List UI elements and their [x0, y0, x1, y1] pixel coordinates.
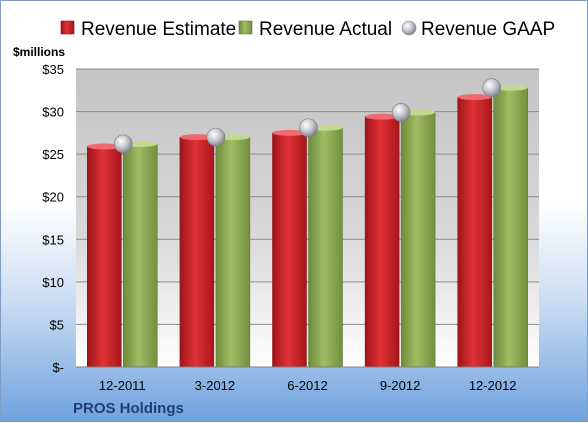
company-name: PROS Holdings [73, 400, 184, 417]
legend-label-revenue-actual: Revenue Actual [259, 19, 392, 40]
bar-revenue-estimate-cap [179, 134, 214, 141]
bar-revenue-actual [308, 127, 343, 368]
x-axis-ticks: 12-2011 3-2012 6-2012 9-2012 12-2012 [99, 378, 517, 393]
gaap-markers [114, 78, 502, 154]
y-tick-label: $25 [42, 147, 64, 162]
x-tick-label: 3-2012 [195, 378, 235, 393]
bar-revenue-actual [123, 143, 158, 368]
y-tick-label: $30 [42, 105, 64, 120]
legend-swatch-revenue-gaap [401, 20, 417, 36]
bar-revenue-estimate-cap [365, 113, 400, 120]
y-tick-label: $- [52, 360, 64, 375]
x-tick-label: 6-2012 [287, 378, 327, 393]
bar-revenue-actual-cap [493, 84, 528, 91]
legend-label-revenue-gaap: Revenue GAAP [421, 19, 555, 40]
legend-swatch-revenue-estimate [60, 20, 75, 35]
bar-revenue-estimate [457, 96, 492, 368]
legend-item-revenue-gaap: Revenue GAAP [401, 19, 555, 40]
marker-revenue-gaap [114, 134, 133, 154]
y-tick-label: $20 [42, 190, 64, 205]
y-tick-label: $5 [50, 317, 64, 332]
bar-revenue-estimate-cap [272, 129, 307, 136]
y-axis-unit-label: $millions [13, 45, 65, 59]
bars [87, 84, 528, 368]
x-tick-label: 12-2012 [469, 378, 517, 393]
marker-revenue-gaap [206, 127, 226, 147]
x-tick-label: 12-2011 [99, 378, 146, 393]
marker-revenue-gaap [299, 118, 318, 138]
bar-revenue-actual [493, 87, 528, 368]
bar-revenue-estimate-cap [457, 94, 492, 101]
bar-revenue-estimate [87, 146, 122, 368]
bar-revenue-actual [215, 136, 251, 368]
legend-swatch-revenue-actual [238, 20, 253, 35]
x-tick-label: 9-2012 [380, 378, 420, 393]
marker-revenue-gaap [482, 78, 502, 98]
bar-revenue-estimate-cap [87, 143, 122, 150]
legend-item-revenue-estimate: Revenue Estimate [60, 19, 236, 40]
marker-revenue-gaap [391, 103, 411, 122]
bar-revenue-actual [400, 112, 436, 368]
bar-revenue-estimate [364, 116, 400, 368]
legend: Revenue Estimate Revenue Actual Revenue … [60, 19, 555, 40]
y-tick-label: $35 [42, 62, 64, 77]
bar-revenue-estimate [272, 132, 307, 368]
bar-revenue-estimate [179, 136, 215, 368]
legend-label-revenue-estimate: Revenue Estimate [81, 19, 236, 40]
y-axis-ticks: $- $5 $10 $15 $20 $25 $30 $35 [42, 62, 64, 375]
y-tick-label: $15 [42, 232, 64, 247]
y-tick-label: $10 [42, 275, 64, 290]
legend-item-revenue-actual: Revenue Actual [238, 19, 392, 40]
